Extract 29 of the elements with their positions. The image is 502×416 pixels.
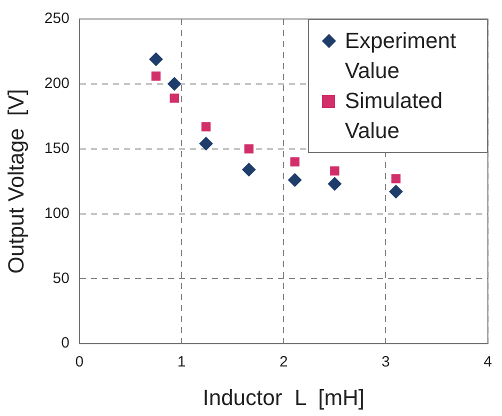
x-tick-label: 0: [75, 354, 84, 371]
point: [242, 162, 256, 177]
x-tick-label: 1: [177, 354, 186, 371]
point: [391, 174, 401, 184]
x-tick-label: 2: [279, 354, 288, 371]
point: [244, 144, 254, 154]
y-tick-label: 200: [44, 75, 70, 92]
legend-label: Experiment Value: [344, 27, 458, 85]
point: [170, 94, 179, 103]
y-tick-label: 50: [52, 270, 70, 287]
x-tick-label: 4: [484, 354, 492, 371]
point: [330, 166, 340, 176]
point: [290, 157, 300, 166]
y-tick-label: 0: [61, 334, 70, 352]
point: [288, 173, 302, 187]
point: [167, 76, 182, 91]
y-tick-label: 250: [44, 10, 70, 28]
point: [199, 136, 214, 151]
y-axis-title: Output Voltage [V]: [3, 88, 28, 274]
point: [388, 184, 403, 199]
y-tick-label: 100: [44, 204, 70, 222]
x-tick-label: 3: [382, 354, 390, 371]
legend-label: Simulated Value: [344, 87, 444, 145]
x-axis-title: Inductor L [mH]: [202, 384, 365, 410]
point: [151, 72, 161, 81]
point: [201, 122, 211, 132]
y-tick-label: 150: [44, 140, 70, 157]
point: [149, 52, 163, 66]
point: [328, 176, 342, 191]
